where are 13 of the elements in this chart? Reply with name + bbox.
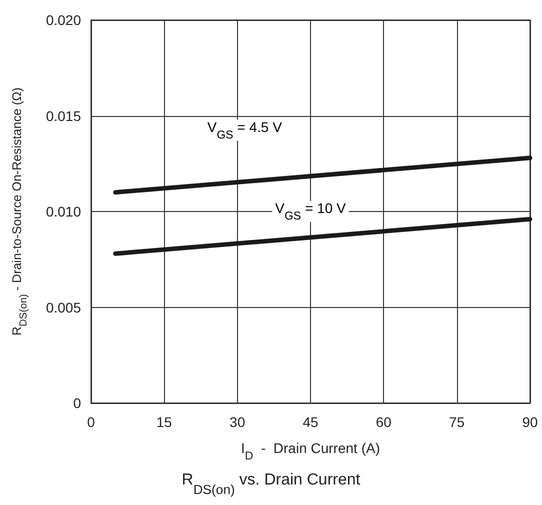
y-tick-label: 0.015 xyxy=(46,108,82,124)
y-tick-label: 0.020 xyxy=(46,12,82,28)
y-tick-label: 0 xyxy=(73,395,82,411)
y-axis-title: RDS(on) - Drain-to-Source On-Resistance (Ω) xyxy=(10,87,30,336)
y-tick-label: 0.010 xyxy=(46,204,82,220)
x-tick-label: 15 xyxy=(156,414,172,430)
x-tick-label: 0 xyxy=(87,414,96,430)
x-tick-label: 60 xyxy=(376,414,392,430)
x-tick-label: 45 xyxy=(302,414,318,430)
x-tick-label: 30 xyxy=(230,414,246,430)
x-tick-label: 75 xyxy=(449,414,465,430)
y-tick-label: 0.005 xyxy=(46,299,82,316)
x-tick-label: 90 xyxy=(522,414,538,430)
